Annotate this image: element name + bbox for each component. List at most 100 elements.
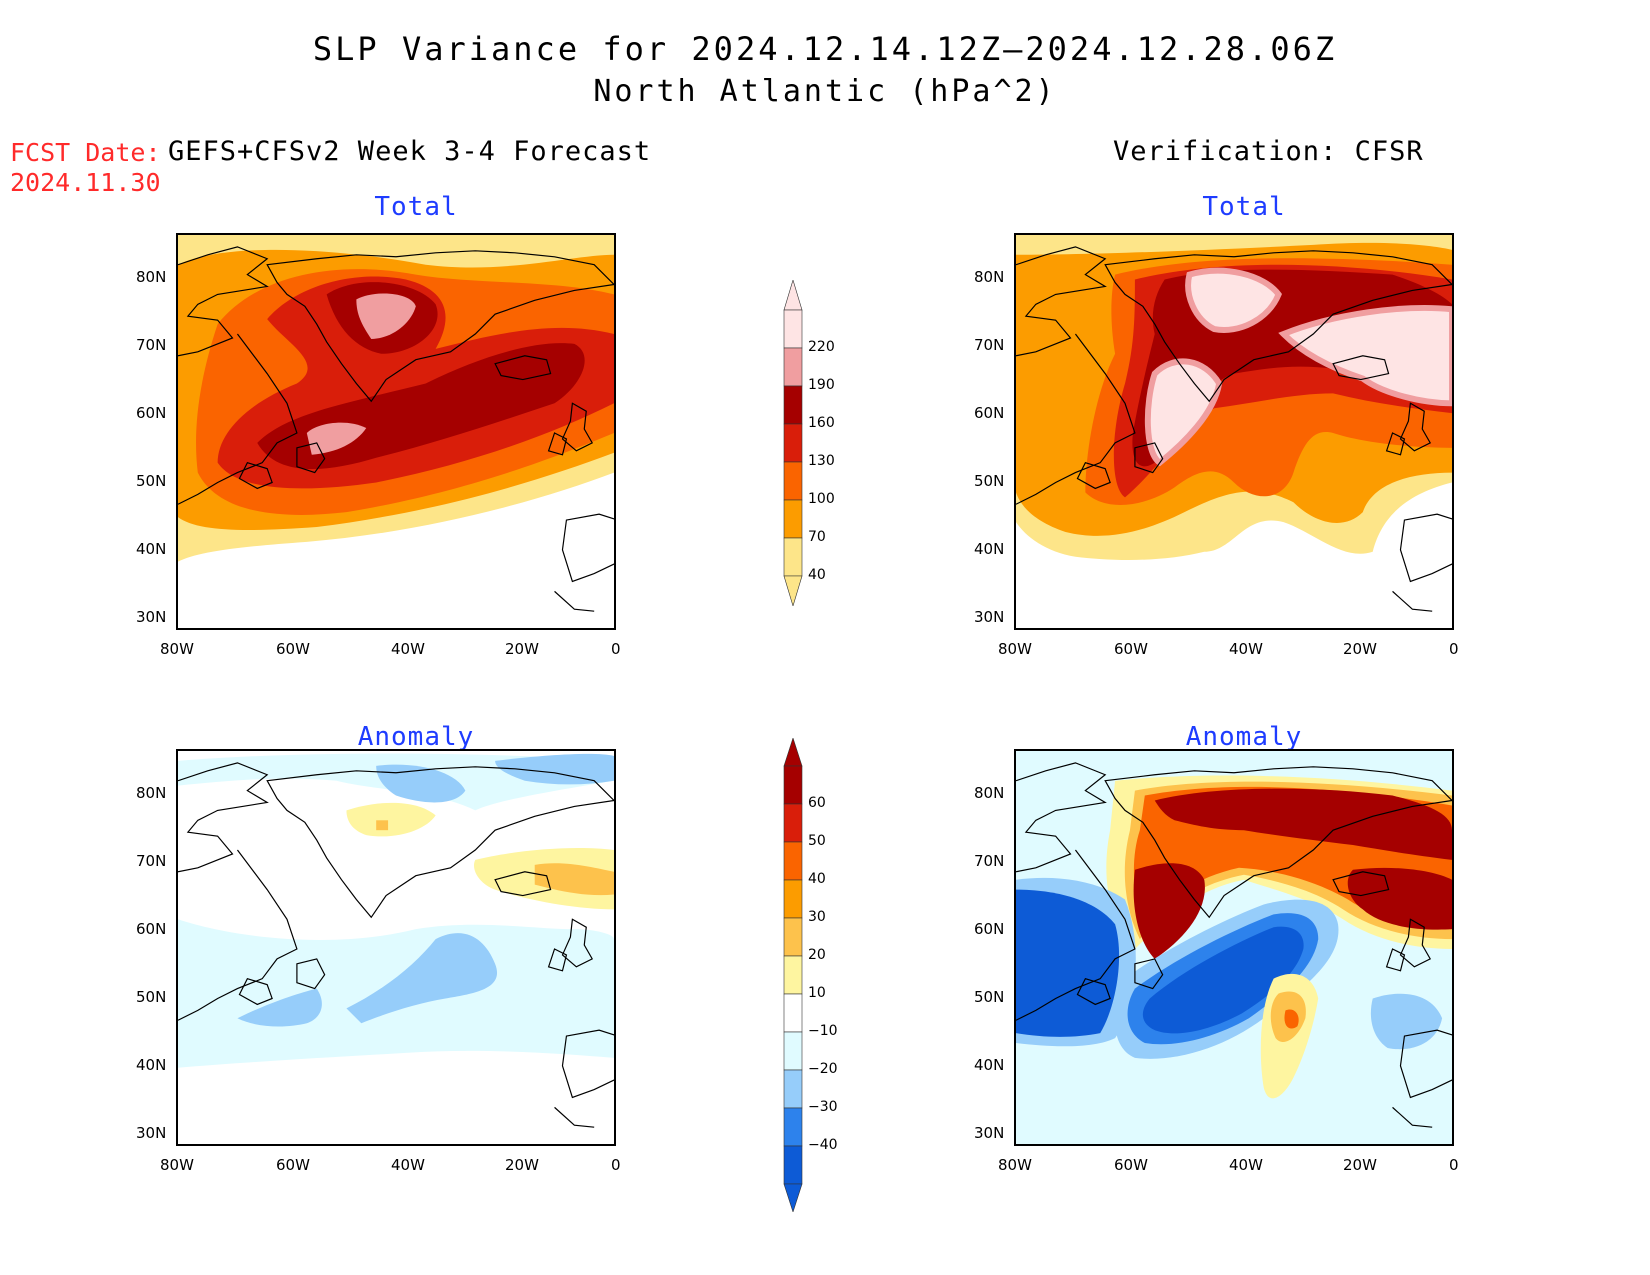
colorbar-label: 160 bbox=[808, 415, 835, 431]
lat-label: 70N bbox=[974, 336, 1005, 354]
colorbar-band bbox=[783, 993, 803, 1033]
forecast-anomaly-map bbox=[176, 749, 616, 1146]
lat-label: 70N bbox=[974, 852, 1005, 870]
lat-label: 80N bbox=[136, 268, 167, 286]
colorbar-band bbox=[783, 499, 803, 539]
forecast-date-value: 2024.11.30 bbox=[10, 168, 161, 197]
colorbar-label: 20 bbox=[808, 947, 826, 963]
lon-label: 80W bbox=[998, 1156, 1032, 1174]
lon-label: 0 bbox=[611, 1156, 621, 1174]
verification-column-title: Verification: CFSR bbox=[1113, 136, 1424, 167]
lat-label: 40N bbox=[136, 1056, 167, 1074]
colorbar-band bbox=[783, 765, 803, 805]
colorbar-band bbox=[783, 917, 803, 957]
main-title: SLP Variance for 2024.12.14.12Z–2024.12.… bbox=[312, 30, 1338, 68]
lat-label: 50N bbox=[974, 472, 1005, 490]
anomaly-colorbar: 60 50 40 30 20 10 −10 −20 −30 −40 bbox=[776, 738, 856, 1212]
colorbar-label: −30 bbox=[808, 1099, 838, 1115]
forecast-total-map bbox=[176, 233, 616, 630]
lat-label: 60N bbox=[136, 920, 167, 938]
lat-label: 30N bbox=[136, 608, 167, 626]
lat-label: 30N bbox=[974, 1124, 1005, 1142]
lat-label: 60N bbox=[974, 404, 1005, 422]
forecast-anomaly-title: Anomaly bbox=[357, 722, 475, 752]
forecast-date-label: FCST Date: bbox=[10, 138, 161, 167]
verification-anomaly-map bbox=[1014, 749, 1454, 1146]
colorbar-band bbox=[783, 347, 803, 387]
colorbar-band bbox=[783, 803, 803, 843]
verification-total-title: Total bbox=[1202, 192, 1286, 222]
lat-label: 70N bbox=[136, 852, 167, 870]
lon-label: 60W bbox=[276, 640, 310, 658]
main-subtitle: North Atlantic (hPa^2) bbox=[593, 74, 1057, 109]
lon-label: 40W bbox=[391, 1156, 425, 1174]
colorbar-band bbox=[783, 385, 803, 425]
colorbar-band bbox=[783, 461, 803, 501]
lon-label: 20W bbox=[505, 640, 539, 658]
colorbar-band bbox=[783, 1031, 803, 1071]
lon-label: 40W bbox=[1229, 640, 1263, 658]
colorbar-label: 70 bbox=[808, 529, 826, 545]
lon-label: 80W bbox=[160, 640, 194, 658]
lon-label: 0 bbox=[1449, 640, 1459, 658]
lat-label: 30N bbox=[136, 1124, 167, 1142]
lon-label: 60W bbox=[276, 1156, 310, 1174]
lon-label: 60W bbox=[1114, 1156, 1148, 1174]
lat-label: 40N bbox=[974, 540, 1005, 558]
colorbar-band bbox=[783, 955, 803, 995]
colorbar-label: 10 bbox=[808, 985, 826, 1001]
lon-label: 0 bbox=[611, 640, 621, 658]
lat-label: 40N bbox=[136, 540, 167, 558]
colorbar-label: −10 bbox=[808, 1023, 838, 1039]
total-colorbar: 220 190 160 130 100 70 40 bbox=[776, 280, 856, 610]
colorbar-band bbox=[783, 309, 803, 349]
verification-anomaly-title: Anomaly bbox=[1185, 722, 1303, 752]
lat-label: 80N bbox=[136, 784, 167, 802]
verification-total-map bbox=[1014, 233, 1454, 630]
lat-label: 30N bbox=[974, 608, 1005, 626]
colorbar-label: 40 bbox=[808, 871, 826, 887]
lat-label: 50N bbox=[974, 988, 1005, 1006]
colorbar-label: 130 bbox=[808, 453, 835, 469]
colorbar-bottom-arrow bbox=[783, 575, 803, 606]
colorbar-label: 220 bbox=[808, 339, 835, 355]
colorbar-label: −20 bbox=[808, 1061, 838, 1077]
colorbar-band bbox=[783, 1145, 803, 1185]
lon-label: 20W bbox=[1343, 1156, 1377, 1174]
lat-label: 70N bbox=[136, 336, 167, 354]
colorbar-label: −40 bbox=[808, 1137, 838, 1153]
lon-label: 40W bbox=[1229, 1156, 1263, 1174]
colorbar-band bbox=[783, 879, 803, 919]
colorbar-band bbox=[783, 1107, 803, 1147]
colorbar-band bbox=[783, 1069, 803, 1109]
forecast-date: FCST Date: 2024.11.30 bbox=[10, 138, 161, 198]
colorbar-band bbox=[783, 423, 803, 463]
colorbar-graphic bbox=[783, 280, 803, 606]
colorbar-label: 50 bbox=[808, 833, 826, 849]
colorbar-label: 100 bbox=[808, 491, 835, 507]
colorbar-band bbox=[783, 537, 803, 577]
colorbar-label: 60 bbox=[808, 795, 826, 811]
colorbar-top-arrow bbox=[783, 738, 803, 767]
lat-label: 60N bbox=[136, 404, 167, 422]
lat-label: 80N bbox=[974, 784, 1005, 802]
lat-label: 50N bbox=[136, 988, 167, 1006]
colorbar-label: 190 bbox=[808, 377, 835, 393]
colorbar-graphic bbox=[783, 738, 803, 1212]
lon-label: 40W bbox=[391, 640, 425, 658]
lat-label: 60N bbox=[974, 920, 1005, 938]
lon-label: 60W bbox=[1114, 640, 1148, 658]
colorbar-top-arrow bbox=[783, 280, 803, 311]
lat-label: 40N bbox=[974, 1056, 1005, 1074]
lon-label: 80W bbox=[998, 640, 1032, 658]
colorbar-label: 30 bbox=[808, 909, 826, 925]
lat-label: 50N bbox=[136, 472, 167, 490]
colorbar-bottom-arrow bbox=[783, 1183, 803, 1212]
lat-label: 80N bbox=[974, 268, 1005, 286]
lon-label: 20W bbox=[505, 1156, 539, 1174]
lon-label: 0 bbox=[1449, 1156, 1459, 1174]
forecast-column-title: GEFS+CFSv2 Week 3-4 Forecast bbox=[168, 136, 652, 167]
forecast-total-title: Total bbox=[374, 192, 458, 222]
colorbar-label: 40 bbox=[808, 567, 826, 583]
lon-label: 20W bbox=[1343, 640, 1377, 658]
